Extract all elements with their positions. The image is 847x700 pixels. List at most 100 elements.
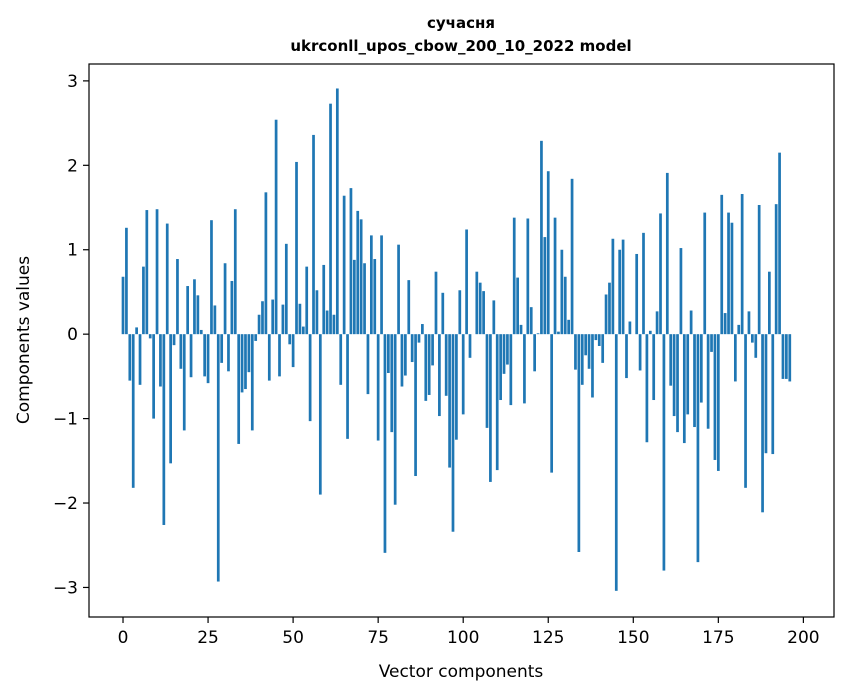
bar-component-141 xyxy=(601,334,604,363)
bar-component-98 xyxy=(455,334,458,440)
bar-component-157 xyxy=(656,311,659,334)
bar-component-195 xyxy=(785,334,788,379)
bar-component-59 xyxy=(322,265,325,334)
bar-component-172 xyxy=(707,334,710,429)
bar-component-73 xyxy=(370,235,373,334)
bar-component-37 xyxy=(248,334,251,372)
y-tick-label: 2 xyxy=(67,156,78,176)
bar-component-42 xyxy=(265,192,268,334)
bar-component-163 xyxy=(676,334,679,432)
bar-component-127 xyxy=(554,218,557,335)
bar-component-107 xyxy=(486,334,489,428)
bar-component-104 xyxy=(475,272,478,334)
bar-component-5 xyxy=(139,334,142,385)
bar-component-133 xyxy=(574,334,577,369)
bar-component-87 xyxy=(418,334,421,342)
bar-component-160 xyxy=(666,173,669,334)
y-tick-label: −1 xyxy=(53,410,78,430)
bar-component-6 xyxy=(142,267,145,335)
y-tick-label: −2 xyxy=(53,494,78,514)
bar-component-187 xyxy=(758,205,761,334)
bar-component-123 xyxy=(540,141,543,334)
bar-component-193 xyxy=(778,153,781,335)
bar-component-140 xyxy=(598,334,601,346)
bar-component-148 xyxy=(625,334,628,378)
bar-component-122 xyxy=(537,333,540,334)
bar-component-88 xyxy=(421,324,424,334)
bar-component-181 xyxy=(737,325,740,334)
bar-component-68 xyxy=(353,260,356,334)
bar-component-139 xyxy=(595,334,598,340)
bar-component-194 xyxy=(782,334,785,379)
bar-component-1 xyxy=(125,228,128,334)
bar-component-62 xyxy=(333,315,336,334)
bar-component-85 xyxy=(411,334,414,362)
bar-component-21 xyxy=(193,279,196,334)
bar-component-100 xyxy=(462,334,465,414)
bar-component-11 xyxy=(159,334,162,386)
bar-component-86 xyxy=(414,334,417,476)
bar-component-28 xyxy=(217,334,220,581)
bar-component-162 xyxy=(673,334,676,416)
bar-component-173 xyxy=(710,334,713,352)
bar-component-54 xyxy=(305,267,308,335)
bar-component-29 xyxy=(220,334,223,363)
y-tick-label: 1 xyxy=(67,241,78,261)
bar-component-72 xyxy=(367,334,370,394)
bar-component-168 xyxy=(693,334,696,427)
bar-component-144 xyxy=(612,239,615,334)
bar-component-24 xyxy=(203,334,206,376)
bar-component-191 xyxy=(771,334,774,454)
bar-component-63 xyxy=(336,88,339,334)
bar-component-30 xyxy=(224,263,227,334)
bar-component-58 xyxy=(319,334,322,494)
bar-component-137 xyxy=(588,334,591,369)
bar-component-13 xyxy=(166,224,169,335)
bar-component-4 xyxy=(135,327,138,334)
bar-component-131 xyxy=(567,320,570,334)
bar-component-76 xyxy=(380,235,383,334)
bar-component-109 xyxy=(492,300,495,334)
bar-component-114 xyxy=(509,334,512,405)
bar-component-44 xyxy=(271,300,274,335)
bar-component-96 xyxy=(448,334,451,467)
bar-component-134 xyxy=(578,334,581,552)
bar-component-16 xyxy=(176,259,179,334)
bar-component-105 xyxy=(479,283,482,335)
bar-component-40 xyxy=(258,315,261,334)
bar-component-101 xyxy=(465,229,468,334)
bar-component-46 xyxy=(278,334,281,376)
chart-subtitle: ukrconll_upos_cbow_200_10_2022 model xyxy=(290,37,631,55)
bar-component-17 xyxy=(179,334,182,369)
bar-component-7 xyxy=(145,210,148,334)
bar-component-10 xyxy=(156,209,159,334)
bar-component-154 xyxy=(646,334,649,442)
bar-component-135 xyxy=(581,334,584,385)
chart-title: сучасня xyxy=(427,14,495,32)
bar-component-61 xyxy=(329,104,332,334)
bar-component-118 xyxy=(523,334,526,403)
bar-component-183 xyxy=(744,334,747,488)
bar-component-174 xyxy=(714,334,717,460)
bar-component-84 xyxy=(407,280,410,334)
bar-component-34 xyxy=(237,334,240,444)
bar-component-60 xyxy=(326,311,329,335)
bar-component-146 xyxy=(618,250,621,334)
bar-component-53 xyxy=(302,327,305,335)
bar-component-130 xyxy=(564,277,567,334)
bar-component-92 xyxy=(435,272,438,334)
bar-component-169 xyxy=(697,334,700,562)
bar-component-192 xyxy=(775,204,778,334)
bar-component-167 xyxy=(690,311,693,335)
bar-component-106 xyxy=(482,291,485,334)
bar-component-48 xyxy=(285,244,288,334)
bar-component-126 xyxy=(550,334,553,472)
bar-component-15 xyxy=(173,334,176,345)
bar-component-189 xyxy=(765,334,768,453)
x-tick-label: 175 xyxy=(702,628,734,648)
x-tick-label: 50 xyxy=(282,628,304,648)
bar-component-111 xyxy=(499,334,502,400)
bar-component-120 xyxy=(530,307,533,334)
bar-component-23 xyxy=(200,330,203,334)
bar-component-129 xyxy=(560,250,563,334)
